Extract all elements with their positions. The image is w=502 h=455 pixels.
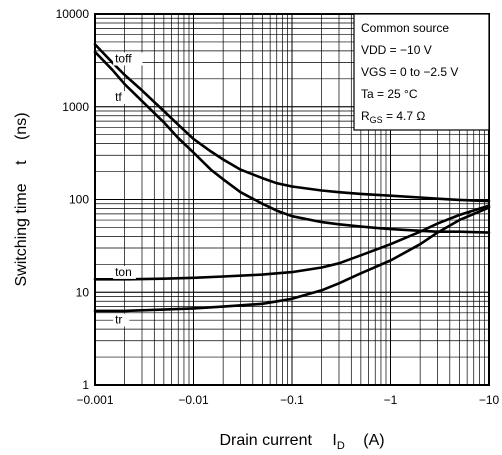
conditions-line: VGS = 0 to −2.5 V bbox=[361, 65, 458, 79]
y-tick-label: 1000 bbox=[62, 100, 89, 114]
conditions-box-frame bbox=[353, 13, 490, 131]
curve-label-background bbox=[113, 91, 130, 105]
y-tick-label: 100 bbox=[69, 193, 89, 207]
x-tick-label: −0.01 bbox=[178, 393, 209, 407]
y-axis-label-main: Switching time bbox=[13, 183, 30, 286]
x-tick-label: −0.1 bbox=[280, 393, 304, 407]
y-tick-label: 1 bbox=[82, 378, 89, 392]
curve-label-background bbox=[113, 265, 136, 279]
x-tick-label: −1 bbox=[384, 393, 398, 407]
x-tick-label: −10 bbox=[479, 393, 500, 407]
y-tick-label: 10000 bbox=[56, 7, 90, 21]
x-axis-label: Drain current ID (A) bbox=[219, 432, 384, 453]
conditions-line: Common source bbox=[361, 21, 449, 35]
conditions-box: Common source VDD = −10 V VGS = 0 to −2.5 … bbox=[353, 13, 490, 131]
y-axis-label-unit: (ns) bbox=[13, 112, 30, 140]
conditions-line: RGS = 4.7 Ω bbox=[361, 109, 425, 125]
curve-label-tf: tf bbox=[115, 90, 122, 104]
curve-labels: toff tf ton tr bbox=[113, 51, 143, 327]
curve-label-toff: toff bbox=[115, 51, 132, 65]
curve-label-ton: ton bbox=[115, 265, 132, 279]
y-tick-label: 10 bbox=[76, 285, 90, 299]
curve-tf bbox=[93, 50, 491, 234]
x-tick-labels: −0.001 −0.01 −0.1 −1 −10 bbox=[76, 393, 499, 407]
conditions-line-prefix: R bbox=[361, 109, 370, 123]
x-tick-label: −0.001 bbox=[76, 393, 113, 407]
x-axis-label-main: Drain current bbox=[219, 432, 312, 449]
curve-label-background bbox=[113, 313, 130, 327]
plot-frame bbox=[94, 13, 490, 386]
x-axis-label-sub: D bbox=[337, 440, 345, 452]
x-axis-label-symbol: I bbox=[332, 432, 336, 449]
curve-tr bbox=[93, 206, 491, 313]
y-axis-label: Switching time t (ns) bbox=[13, 112, 30, 286]
curves bbox=[93, 43, 491, 313]
curve-label-tr: tr bbox=[115, 313, 122, 327]
conditions-line: Ta = 25 °C bbox=[361, 87, 418, 101]
curve-toff bbox=[93, 43, 491, 203]
y-axis-label-symbol: t bbox=[13, 160, 30, 165]
y-tick-labels: 1 10 100 1000 10000 bbox=[56, 7, 90, 392]
curve-ton bbox=[93, 204, 491, 281]
conditions-line-text: = 4.7 Ω bbox=[383, 109, 426, 123]
curve-label-background bbox=[113, 52, 143, 66]
x-axis-label-unit: (A) bbox=[363, 432, 384, 449]
conditions-line-sub: GS bbox=[370, 115, 383, 125]
conditions-line: VDD = −10 V bbox=[361, 43, 432, 57]
